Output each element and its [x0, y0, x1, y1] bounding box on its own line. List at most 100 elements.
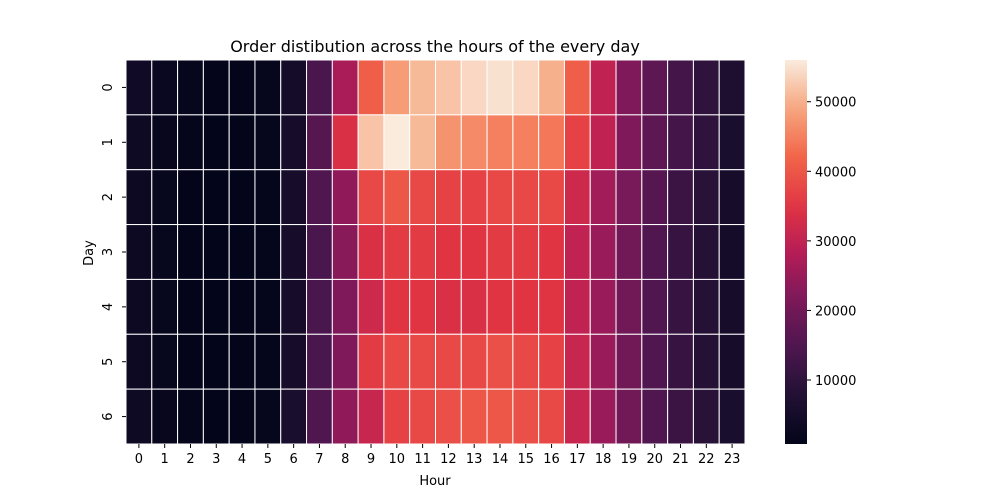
x-tick-label: 23 [724, 452, 741, 467]
heatmap-cell-day4-hour11 [409, 278, 437, 335]
heatmap-cell-day6-hour23 [718, 388, 746, 445]
x-axis-label: Hour [419, 474, 451, 489]
heatmap-cell-day1-hour4 [228, 114, 256, 171]
heatmap-cell-day6-hour14 [486, 388, 514, 445]
heatmap-cell-day3-hour8 [331, 224, 359, 280]
heatmap-cell-day2-hour12 [435, 169, 462, 226]
heatmap-cell-day0-hour10 [383, 59, 411, 116]
heatmap-cell-day5-hour0 [125, 333, 153, 390]
heatmap-cell-day5-hour2 [177, 333, 204, 390]
heatmap-cell-day0-hour21 [667, 59, 694, 116]
colorbar-ticks: 10000 20000 30000 40000 50000 [807, 96, 856, 389]
x-tick-label: 18 [595, 452, 612, 467]
heatmap-cell-day1-hour17 [563, 114, 591, 171]
heatmap-cell-day6-hour11 [409, 388, 437, 445]
heatmap-cell-day6-hour10 [383, 388, 411, 445]
heatmap-cell-day4-hour18 [589, 278, 617, 335]
heatmap-cell-day5-hour7 [306, 333, 333, 390]
x-tick-label: 2 [186, 452, 194, 467]
heatmap-cell-day5-hour14 [486, 333, 514, 390]
heatmap-cell-day4-hour16 [538, 278, 565, 335]
heatmap-cell-day2-hour4 [228, 169, 256, 226]
heatmap-cell-day1-hour14 [486, 114, 514, 171]
heatmap-cell-day6-hour13 [460, 388, 488, 445]
heatmap-cell-day4-hour17 [563, 278, 591, 335]
heatmap-cells [125, 59, 746, 445]
heatmap-cell-day2-hour5 [254, 169, 282, 226]
heatmap-cell-day1-hour22 [692, 114, 720, 171]
heatmap-cell-day3-hour20 [641, 224, 669, 280]
heatmap-cell-day1-hour20 [641, 114, 669, 171]
heatmap-cell-day1-hour15 [512, 114, 540, 171]
heatmap-cell-day5-hour20 [641, 333, 669, 390]
x-tick-label: 5 [264, 452, 272, 467]
colorbar-tick-label: 40000 [815, 165, 856, 180]
heatmap-cell-day0-hour7 [306, 59, 333, 116]
heatmap-cell-day1-hour7 [306, 114, 333, 171]
heatmap-cell-day0-hour9 [357, 59, 385, 116]
heatmap-cell-day2-hour17 [563, 169, 591, 226]
heatmap-cell-day0-hour5 [254, 59, 282, 116]
heatmap-cell-day4-hour5 [254, 278, 282, 335]
heatmap-cell-day3-hour14 [486, 224, 514, 280]
heatmap-cell-day0-hour8 [331, 59, 359, 116]
heatmap-cell-day1-hour1 [151, 114, 179, 171]
heatmap-cell-day6-hour2 [177, 388, 204, 445]
x-tick-label: 20 [646, 452, 663, 467]
heatmap-cell-day2-hour16 [538, 169, 565, 226]
heatmap-cell-day0-hour13 [460, 59, 488, 116]
heatmap-cell-day6-hour21 [667, 388, 694, 445]
heatmap-cell-day0-hour11 [409, 59, 437, 116]
heatmap-cell-day1-hour3 [202, 114, 230, 171]
x-tick-label: 8 [341, 452, 349, 467]
heatmap-cell-day0-hour23 [718, 59, 746, 116]
heatmap-cell-day6-hour8 [331, 388, 359, 445]
heatmap-cell-day5-hour16 [538, 333, 565, 390]
heatmap-cell-day4-hour10 [383, 278, 411, 335]
heatmap-cell-day1-hour23 [718, 114, 746, 171]
heatmap-cell-day2-hour13 [460, 169, 488, 226]
heatmap-cell-day5-hour23 [718, 333, 746, 390]
heatmap-cell-day3-hour22 [692, 224, 720, 280]
heatmap-cell-day3-hour12 [435, 224, 462, 280]
heatmap-cell-day6-hour19 [615, 388, 643, 445]
heatmap-cell-day2-hour8 [331, 169, 359, 226]
heatmap-cell-day4-hour9 [357, 278, 385, 335]
chart-title: Order distibution across the hours of th… [230, 37, 640, 56]
heatmap-cell-day4-hour13 [460, 278, 488, 335]
heatmap-cell-day1-hour5 [254, 114, 282, 171]
colorbar-tick-label: 20000 [815, 304, 856, 319]
heatmap-cell-day2-hour2 [177, 169, 204, 226]
heatmap-cell-day0-hour0 [125, 59, 153, 116]
heatmap-cell-day5-hour4 [228, 333, 256, 390]
heatmap-cell-day1-hour9 [357, 114, 385, 171]
heatmap-cell-day5-hour6 [280, 333, 308, 390]
x-tick-label: 12 [440, 452, 457, 467]
heatmap-cell-day6-hour1 [151, 388, 179, 445]
heatmap-cell-day5-hour11 [409, 333, 437, 390]
heatmap-cell-day2-hour0 [125, 169, 153, 226]
heatmap-cell-day5-hour17 [563, 333, 591, 390]
heatmap-cell-day6-hour12 [435, 388, 462, 445]
heatmap-cell-day1-hour21 [667, 114, 694, 171]
heatmap-cell-day1-hour16 [538, 114, 565, 171]
heatmap-cell-day5-hour22 [692, 333, 720, 390]
x-tick-label: 7 [315, 452, 323, 467]
heatmap-cell-day0-hour2 [177, 59, 204, 116]
heatmap-cell-day1-hour8 [331, 114, 359, 171]
heatmap-cell-day6-hour22 [692, 388, 720, 445]
heatmap-cell-day3-hour19 [615, 224, 643, 280]
y-axis-label: Day [82, 240, 97, 266]
heatmap-cell-day2-hour15 [512, 169, 540, 226]
heatmap-cell-day4-hour7 [306, 278, 333, 335]
heatmap-cell-day2-hour23 [718, 169, 746, 226]
heatmap-cell-day4-hour4 [228, 278, 256, 335]
heatmap-cell-day1-hour19 [615, 114, 643, 171]
heatmap-cell-day3-hour4 [228, 224, 256, 280]
heatmap-cell-day1-hour6 [280, 114, 308, 171]
heatmap-cell-day3-hour7 [306, 224, 333, 280]
heatmap-cell-day5-hour18 [589, 333, 617, 390]
heatmap-cell-day3-hour5 [254, 224, 282, 280]
